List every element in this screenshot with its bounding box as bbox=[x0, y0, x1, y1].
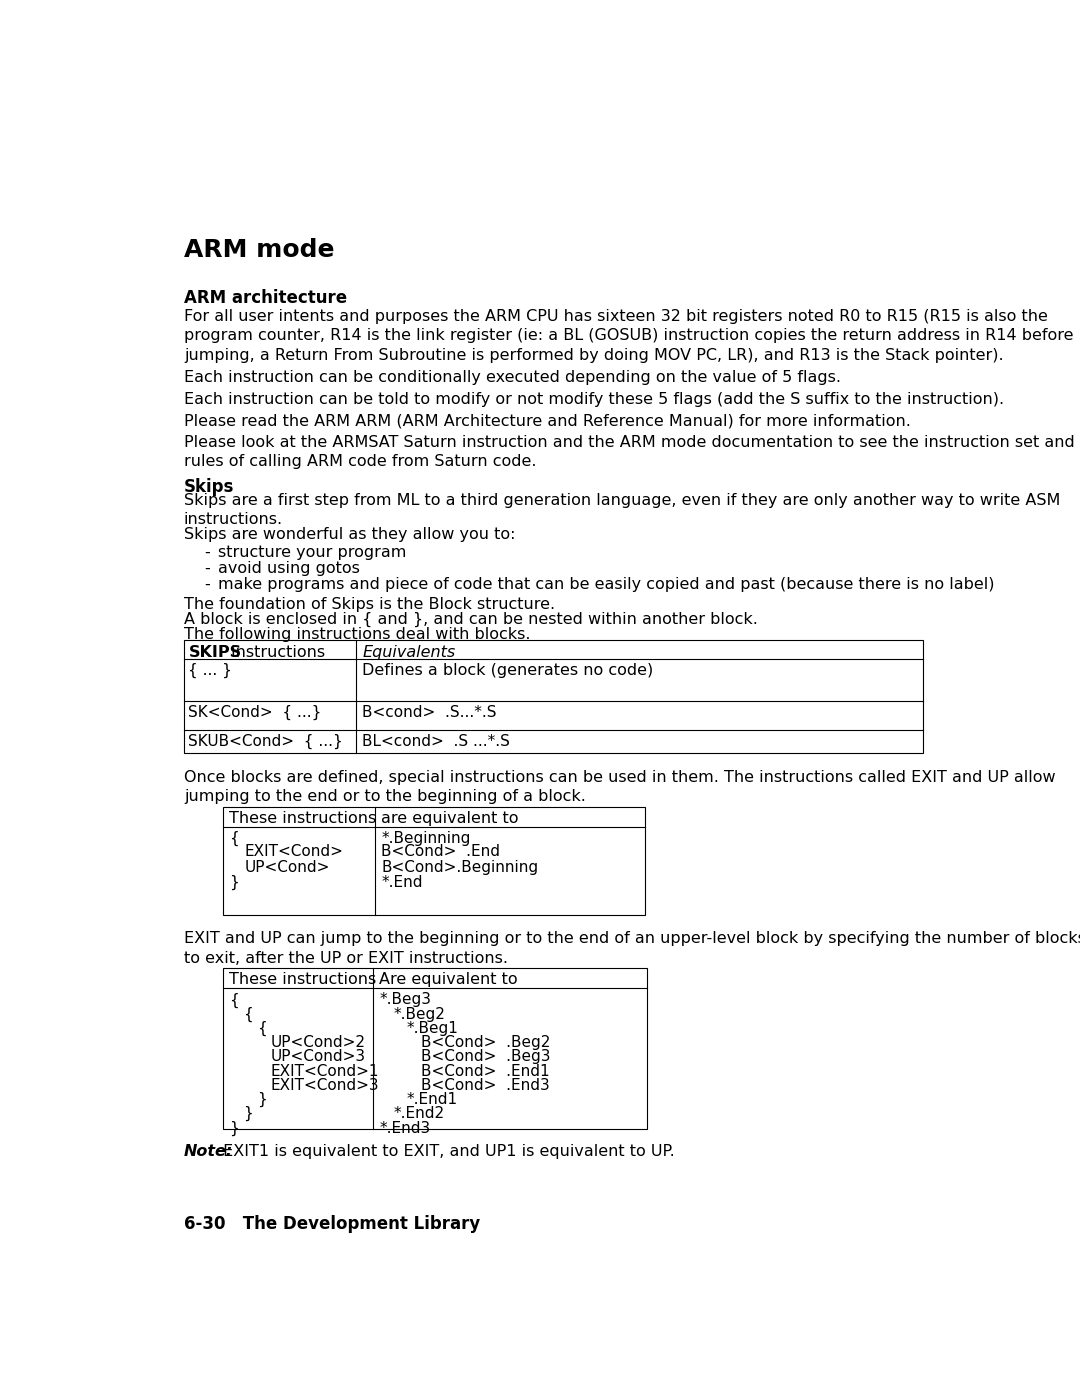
Text: avoid using gotos: avoid using gotos bbox=[218, 562, 360, 576]
Text: *.Beginning: *.Beginning bbox=[381, 831, 471, 845]
Text: These instructions: These instructions bbox=[229, 972, 376, 988]
Text: These instructions: These instructions bbox=[229, 810, 376, 826]
Text: Skips: Skips bbox=[184, 478, 234, 496]
Text: *.End1: *.End1 bbox=[407, 1092, 458, 1106]
Text: {: { bbox=[229, 992, 239, 1007]
Text: B<Cond>  .Beg3: B<Cond> .Beg3 bbox=[421, 1049, 551, 1065]
Text: {: { bbox=[243, 1007, 253, 1021]
Text: -: - bbox=[204, 577, 210, 592]
Text: A block is enclosed in { and }, and can be nested within another block.: A block is enclosed in { and }, and can … bbox=[184, 612, 758, 627]
Text: UP<Cond>3: UP<Cond>3 bbox=[271, 1049, 366, 1065]
Text: Once blocks are defined, special instructions can be used in them. The instructi: Once blocks are defined, special instruc… bbox=[184, 770, 1055, 805]
Text: *.Beg3: *.Beg3 bbox=[379, 992, 431, 1007]
Text: Please look at the ARMSAT Saturn instruction and the ARM mode documentation to s: Please look at the ARMSAT Saturn instruc… bbox=[184, 434, 1080, 469]
Text: BL<cond>  .S ...*.S: BL<cond> .S ...*.S bbox=[362, 733, 510, 749]
Text: ARM architecture: ARM architecture bbox=[184, 289, 347, 307]
Text: -: - bbox=[204, 545, 210, 560]
Text: *.End3: *.End3 bbox=[379, 1120, 430, 1136]
Text: The foundation of Skips is the Block structure.: The foundation of Skips is the Block str… bbox=[184, 597, 555, 612]
Text: }: } bbox=[229, 1120, 239, 1136]
Text: 6-30   The Development Library: 6-30 The Development Library bbox=[184, 1215, 481, 1232]
Text: { ... }: { ... } bbox=[189, 662, 232, 678]
Text: Equivalents: Equivalents bbox=[362, 645, 456, 659]
Text: B<Cond>.Beginning: B<Cond>.Beginning bbox=[381, 861, 539, 875]
Text: SKUB<Cond>  { ...}: SKUB<Cond> { ...} bbox=[189, 733, 343, 749]
Text: B<Cond>  .End1: B<Cond> .End1 bbox=[421, 1063, 550, 1078]
Text: B<Cond>  .End3: B<Cond> .End3 bbox=[421, 1077, 550, 1092]
Text: B<Cond>  .End: B<Cond> .End bbox=[381, 844, 500, 859]
Text: UP<Cond>: UP<Cond> bbox=[244, 861, 329, 875]
Text: SKIPS: SKIPS bbox=[189, 645, 242, 659]
Text: }: } bbox=[257, 1092, 267, 1108]
Text: The following instructions deal with blocks.: The following instructions deal with blo… bbox=[184, 627, 530, 643]
Text: make programs and piece of code that can be easily copied and past (because ther: make programs and piece of code that can… bbox=[218, 577, 995, 592]
Text: -: - bbox=[204, 562, 210, 576]
Text: Note:: Note: bbox=[184, 1144, 233, 1160]
Text: SK<Cond>  { ...}: SK<Cond> { ...} bbox=[189, 705, 322, 721]
Text: Defines a block (generates no code): Defines a block (generates no code) bbox=[362, 662, 653, 678]
Text: EXIT<Cond>3: EXIT<Cond>3 bbox=[271, 1077, 379, 1092]
Text: Each instruction can be told to modify or not modify these 5 flags (add the S su: Each instruction can be told to modify o… bbox=[184, 391, 1004, 407]
Text: *.Beg2: *.Beg2 bbox=[393, 1007, 445, 1021]
Text: *.End: *.End bbox=[381, 876, 423, 890]
Text: UP<Cond>2: UP<Cond>2 bbox=[271, 1035, 366, 1051]
Bar bbox=[222, 806, 645, 915]
Text: *.End2: *.End2 bbox=[393, 1106, 444, 1122]
Text: *.Beg1: *.Beg1 bbox=[407, 1021, 459, 1035]
Text: Are equivalent to: Are equivalent to bbox=[379, 972, 517, 988]
Text: EXIT<Cond>: EXIT<Cond> bbox=[244, 844, 343, 859]
Text: EXIT<Cond>1: EXIT<Cond>1 bbox=[271, 1063, 379, 1078]
Text: Please read the ARM ARM (ARM Architecture and Reference Manual) for more informa: Please read the ARM ARM (ARM Architectur… bbox=[184, 414, 910, 429]
Text: B<Cond>  .Beg2: B<Cond> .Beg2 bbox=[421, 1035, 551, 1051]
Text: EXIT and UP can jump to the beginning or to the end of an upper-level block by s: EXIT and UP can jump to the beginning or… bbox=[184, 932, 1080, 967]
Bar bbox=[184, 640, 923, 753]
Text: For all user intents and purposes the ARM CPU has sixteen 32 bit registers noted: For all user intents and purposes the AR… bbox=[184, 309, 1074, 363]
Text: ARM mode: ARM mode bbox=[184, 239, 335, 263]
Bar bbox=[222, 968, 647, 1129]
Text: Skips are a first step from ML to a third generation language, even if they are : Skips are a first step from ML to a thir… bbox=[184, 493, 1061, 527]
Text: are equivalent to: are equivalent to bbox=[381, 810, 519, 826]
Text: {: { bbox=[229, 831, 239, 845]
Text: structure your program: structure your program bbox=[218, 545, 406, 560]
Text: instructions: instructions bbox=[226, 645, 325, 659]
Text: }: } bbox=[243, 1106, 253, 1122]
Text: Each instruction can be conditionally executed depending on the value of 5 flags: Each instruction can be conditionally ex… bbox=[184, 370, 841, 386]
Text: B<cond>  .S...*.S: B<cond> .S...*.S bbox=[362, 705, 497, 719]
Text: }: } bbox=[229, 876, 239, 890]
Text: Skips are wonderful as they allow you to:: Skips are wonderful as they allow you to… bbox=[184, 527, 515, 542]
Text: EXIT1 is equivalent to EXIT, and UP1 is equivalent to UP.: EXIT1 is equivalent to EXIT, and UP1 is … bbox=[218, 1144, 675, 1160]
Text: {: { bbox=[257, 1021, 267, 1037]
